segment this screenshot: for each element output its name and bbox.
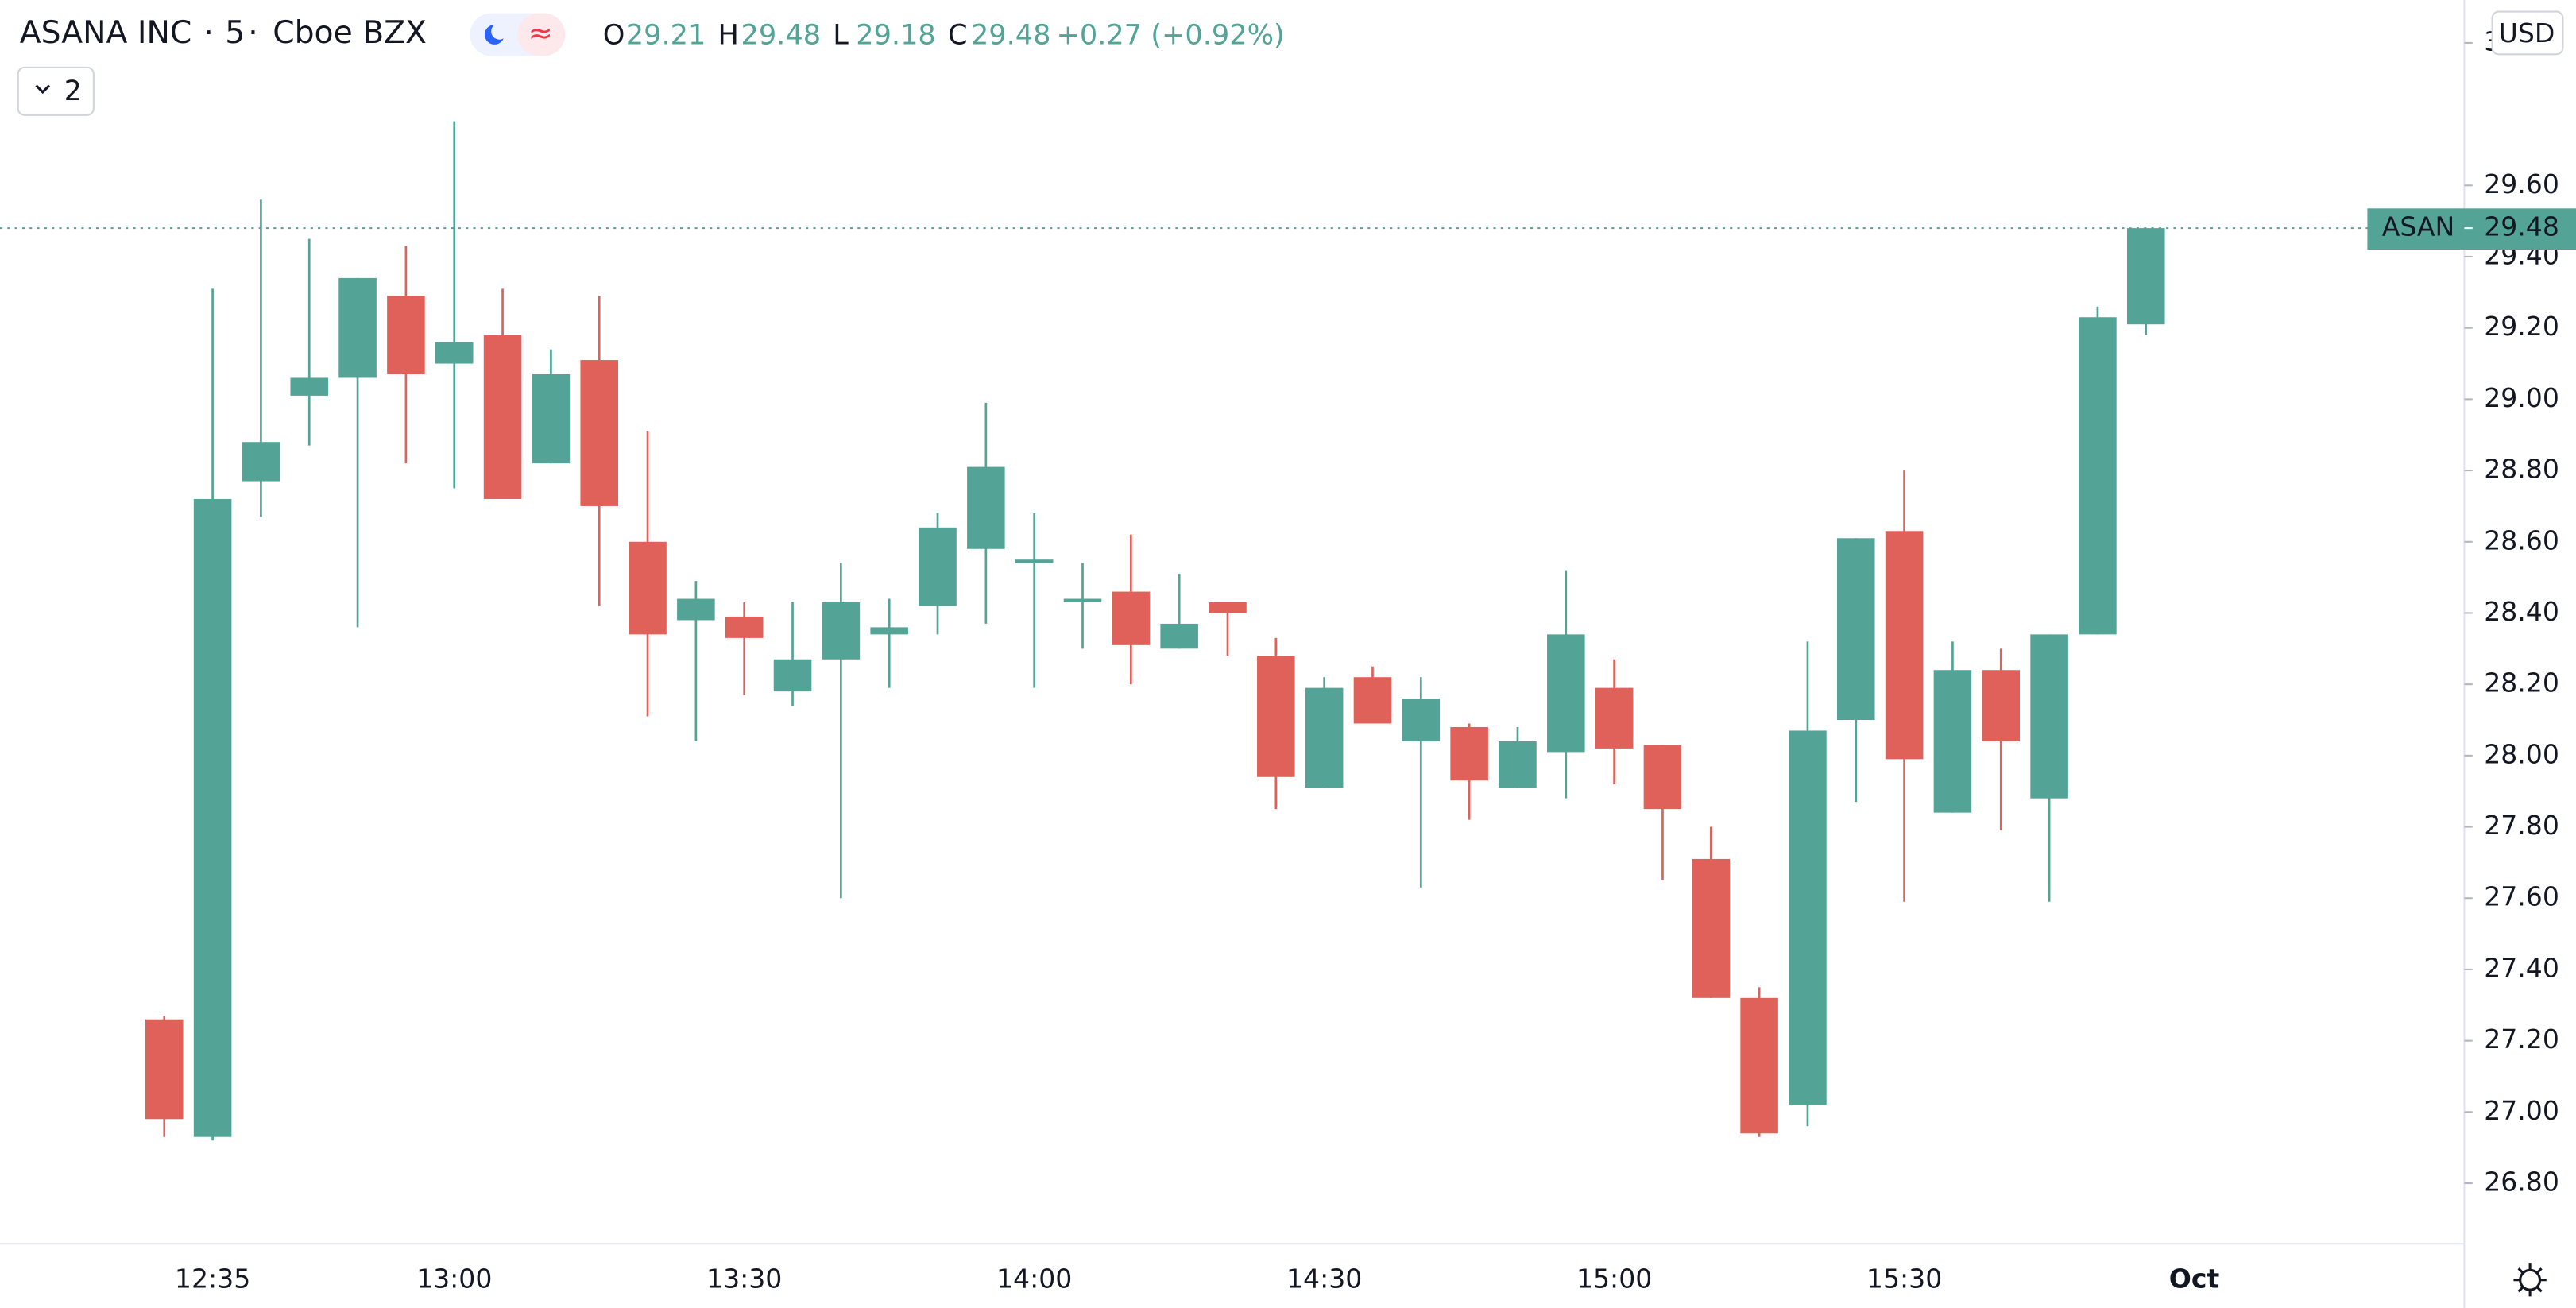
ohlc-value: 29.48 [971, 19, 1051, 52]
candle-body [483, 335, 522, 499]
y-tick-label: 28.60 [2484, 524, 2559, 555]
price-change: +0.27 (+0.92%) [1056, 19, 1284, 52]
y-tick-label: 27.00 [2484, 1095, 2559, 1126]
candle-body [2079, 317, 2117, 635]
plot-area [0, 121, 2465, 1141]
candle-body [1160, 623, 1198, 649]
x-tick-label: 13:00 [416, 1263, 492, 1294]
exchange: Cboe BZX [273, 15, 427, 51]
status-icons[interactable]: ≈ [470, 13, 566, 56]
y-tick-label: 28.20 [2484, 668, 2559, 699]
y-tick-label: 28.00 [2484, 738, 2559, 769]
candle-body [1643, 745, 1682, 810]
y-tick-label: 26.80 [2484, 1167, 2559, 1198]
candle-body [1305, 687, 1344, 788]
candle-body [1353, 677, 1392, 724]
candle-body [967, 466, 1005, 549]
candle-body [387, 296, 425, 374]
symbol-title: ASANA INC [20, 15, 191, 51]
settings-icon[interactable] [2513, 1263, 2547, 1297]
ohlc-value: 29.21 [626, 19, 706, 52]
last-price-symbol: ASAN [2382, 211, 2455, 242]
candle-body [1982, 670, 2021, 741]
candle-body [532, 373, 571, 464]
y-tick-label: 27.40 [2484, 952, 2559, 983]
candle-body [870, 627, 908, 635]
candle-body [773, 659, 812, 692]
ohlc-legend: O 29.21 H 29.48 L 29.18 C 29.48 +0.27 (+0.92%) [603, 19, 1285, 52]
separator: · [248, 15, 257, 51]
candle-body [242, 442, 280, 482]
candle-body [1789, 730, 1827, 1105]
interval: 5 [225, 15, 245, 51]
time-axis: 12:35 13:00 13:30 14:00 14:30 15:00 15:30 Oct [175, 1263, 2220, 1294]
candle-body [145, 1019, 184, 1120]
candle-body [338, 277, 377, 378]
ohlc-letter: L [833, 19, 849, 52]
candle-body [1740, 997, 1778, 1134]
y-tick-label: 29.00 [2484, 382, 2559, 413]
ohlc-value: 29.48 [741, 19, 821, 52]
y-tick-label: 29.60 [2484, 168, 2559, 199]
ohlc-letter: O [603, 19, 625, 52]
candle-body [629, 541, 667, 635]
candle-body [1595, 687, 1634, 749]
candle-body [725, 616, 764, 638]
y-tick-label: 28.80 [2484, 454, 2559, 485]
y-tick-label: 28.40 [2484, 596, 2559, 627]
y-tick-label: 27.80 [2484, 810, 2559, 841]
x-tick-label: 12:35 [175, 1263, 250, 1294]
indicators-toggle[interactable]: 2 [17, 66, 95, 116]
candle-body [1112, 591, 1151, 645]
x-tick-label: 13:30 [706, 1263, 782, 1294]
x-tick-label: 14:30 [1286, 1263, 1362, 1294]
y-tick-label: 29.20 [2484, 311, 2559, 342]
candle-body [1257, 656, 1295, 777]
ohlc-letter: H [718, 19, 739, 52]
candle-body [1063, 598, 1102, 603]
x-tick-label: 15:30 [1866, 1263, 1942, 1294]
candle-body [919, 527, 957, 606]
indicators-count: 2 [64, 75, 82, 107]
y-tick-label: 27.20 [2484, 1024, 2559, 1055]
separator: · [203, 15, 213, 51]
ohlc-letter: C [948, 19, 968, 52]
currency-box [2491, 10, 2564, 56]
candle-body [677, 598, 715, 621]
candle-body [290, 377, 329, 396]
candle-body [1933, 670, 1972, 813]
last-price-label: 29.48 [2484, 211, 2559, 242]
ohlc-value: 29.18 [856, 19, 936, 52]
candle-body [1692, 858, 1731, 998]
candle-body [1450, 726, 1488, 781]
candle-body [193, 498, 232, 1137]
candle-body [1015, 559, 1054, 563]
candle-body [435, 342, 474, 364]
candle-body [1547, 634, 1585, 753]
x-tick-label: 14:00 [996, 1263, 1072, 1294]
svg-text:≈: ≈ [528, 15, 553, 50]
x-tick-label: Oct [2169, 1263, 2220, 1294]
candle-body [1885, 531, 1924, 760]
x-tick-label: 15:00 [1576, 1263, 1652, 1294]
candle-body [2126, 228, 2165, 325]
candle-body [2030, 634, 2068, 799]
candle-body [1499, 741, 1537, 788]
currency: USD [2499, 17, 2555, 48]
candle-body [1836, 538, 1875, 721]
candle-body [822, 602, 861, 660]
candle-body [1402, 699, 1441, 741]
candle-body [580, 360, 618, 506]
y-tick-label: 27.60 [2484, 881, 2559, 912]
candle-body [1209, 602, 1247, 613]
price-axis: 26.80 27.00 27.20 27.40 27.60 27.80 28.00 28.20… [2367, 10, 2576, 1198]
